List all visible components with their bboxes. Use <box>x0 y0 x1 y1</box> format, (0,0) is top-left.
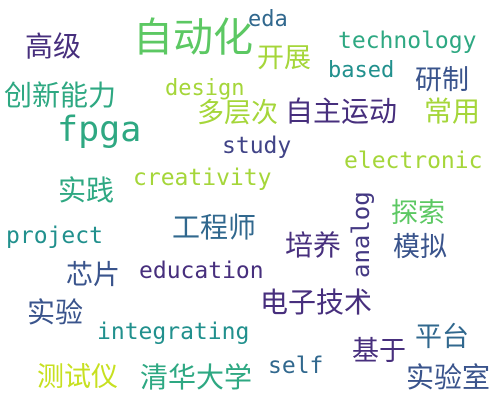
word-pingtai: 平台 <box>415 322 469 353</box>
word-tansuo: 探索 <box>391 198 445 229</box>
word-shiyan: 实验 <box>27 296 84 329</box>
word-peiyang: 培养 <box>285 229 342 262</box>
word-design: design <box>165 76 245 101</box>
word-gaoji: 高级 <box>25 30 82 63</box>
word-duocengci: 多层次 <box>197 98 278 129</box>
word-integrating: integrating <box>97 319 250 345</box>
word-eda: eda <box>248 7 288 32</box>
word-jiyu: 基于 <box>352 336 406 367</box>
word-shiyanshi: 实验室 <box>406 361 491 394</box>
word-yanzhi: 研制 <box>415 65 469 96</box>
word-moni: 模拟 <box>393 232 447 263</box>
word-zidonghua: 自动化 <box>133 15 253 61</box>
word-project: project <box>6 223 103 249</box>
word-zizhu-yundong: 自主运动 <box>285 95 398 128</box>
word-study: study <box>222 133 292 159</box>
word-based: based <box>328 58 395 83</box>
word-analog: analog <box>347 191 375 278</box>
word-chuangxin-nengli: 创新能力 <box>4 79 117 112</box>
word-ceshiyi: 测试仪 <box>37 362 118 393</box>
word-shijian: 实践 <box>58 174 115 207</box>
word-kaizhan: 开展 <box>257 43 311 74</box>
word-technology: technology <box>338 28 477 54</box>
word-electronic: electronic <box>344 148 483 174</box>
word-changyong: 常用 <box>424 95 481 128</box>
word-xinpian: 芯片 <box>66 260 120 291</box>
word-qinghua-daxue: 清华大学 <box>140 361 253 394</box>
word-fpga: fpga <box>57 110 142 150</box>
word-creativity: creativity <box>133 165 272 191</box>
word-self: self <box>268 353 324 379</box>
word-dianzi-jishu: 电子技术 <box>260 286 373 319</box>
word-gongchengshi: 工程师 <box>172 211 257 244</box>
word-education: education <box>139 258 264 284</box>
